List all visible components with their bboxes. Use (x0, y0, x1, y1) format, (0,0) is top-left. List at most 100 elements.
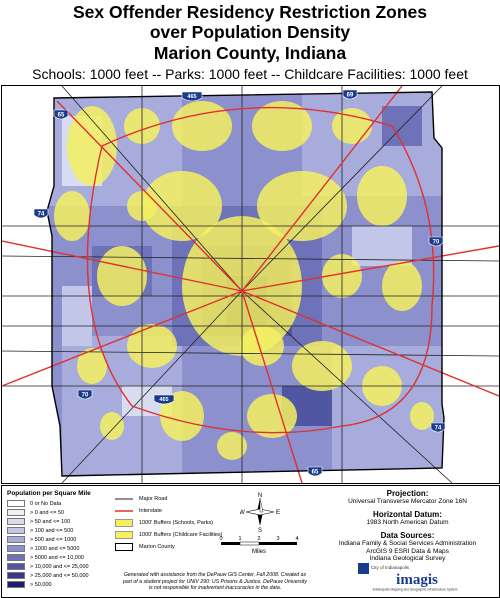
legend-buffer-schools: 1000' Buffers (Schools, Parks) (115, 518, 213, 528)
i65-north-shield: 65 (53, 109, 69, 120)
i74-southeast-shield: 74 (430, 422, 446, 433)
density-label: > 100 and <= 500 (30, 527, 74, 534)
legend-label: 1000' Buffers (Childcare Facilities) (139, 532, 223, 538)
density-swatch (7, 581, 25, 588)
legend-label: 1000' Buffers (Schools, Parks) (139, 520, 214, 526)
density-swatch (7, 572, 25, 579)
datum-block: Horizontal Datum: 1983 North American Da… (320, 510, 495, 527)
density-label: > 500 and <= 1000 (30, 536, 77, 543)
major-roads (2, 86, 499, 483)
i65-south-shield: 65 (307, 466, 323, 477)
legend-buffer-childcare: 1000' Buffers (Childcare Facilities) (115, 530, 222, 540)
density-label: > 10,000 and <= 25,000 (30, 563, 89, 570)
scale-tick-3: 3 (276, 536, 279, 542)
svg-text:74: 74 (38, 212, 45, 218)
density-swatch (7, 518, 25, 525)
density-label: > 25,000 and <= 50,000 (30, 572, 89, 579)
density-class-2: > 50 and <= 100 (7, 517, 70, 526)
compass-rose-icon: N S W E (240, 493, 280, 532)
legend-county: Marion County (115, 542, 175, 552)
credit-line-3: is not responsible for inadvertant inacc… (148, 585, 282, 591)
density-class-4: > 500 and <= 1000 (7, 535, 76, 544)
svg-text:74: 74 (435, 426, 442, 432)
density-swatch (7, 536, 25, 543)
i74-west-shield: 74 (33, 208, 49, 219)
interstates (2, 86, 499, 483)
compass-n: N (258, 493, 262, 499)
legend-major-road: Major Road (115, 494, 167, 504)
credit-note: Generated with assistance from the DePau… (110, 572, 320, 592)
svg-text:465: 465 (187, 94, 196, 100)
svg-text:70: 70 (82, 393, 89, 399)
scale-tick-1: 1 (238, 536, 241, 542)
datum-heading: Horizontal Datum: (373, 510, 442, 519)
compass-e: E (276, 510, 280, 516)
imagis-logo: City of Indianapolis imagis Indianapolis… (358, 563, 458, 592)
map-subtitle: Schools: 1000 feet -- Parks: 1000 feet -… (32, 66, 468, 82)
density-class-8: > 25,000 and <= 50,000 (7, 571, 89, 580)
legend-label: Marion County (139, 544, 175, 550)
density-class-3: > 100 and <= 500 (7, 526, 73, 535)
source-item: Indiana Geological Survey (369, 555, 446, 562)
density-class-7: > 10,000 and <= 25,000 (7, 562, 89, 571)
map-panel: 465 69 65 74 70 70 465 74 (1, 85, 500, 484)
svg-text:465: 465 (159, 397, 168, 403)
density-swatch (7, 554, 25, 561)
buffer-schools-symbol (115, 519, 133, 527)
density-swatch (7, 527, 25, 534)
datum-value: 1983 North American Datum (366, 519, 449, 526)
density-label: > 50 and <= 100 (30, 518, 71, 525)
legend-interstate: Interstate (115, 506, 162, 516)
logo-tagline: Indianapolis Mapping and Geographic Infr… (373, 588, 458, 592)
density-class-1: > 0 and <= 50 (7, 508, 64, 517)
density-swatch (7, 500, 25, 507)
buffer-childcare-symbol (115, 531, 133, 539)
compass-s: S (258, 528, 262, 532)
logo-brand: imagis (396, 572, 438, 588)
density-class-6: > 5000 and <= 10,000 (7, 553, 84, 562)
projection-heading: Projection: (386, 489, 429, 498)
sources-block: Data Sources: Indiana Family & Social Se… (320, 531, 495, 563)
density-label: 0 or No Data (30, 500, 62, 507)
map-title-line-2: over Population Density (149, 22, 351, 42)
county-symbol (115, 543, 133, 551)
i465-top-shield: 465 (181, 91, 203, 102)
credit-line-1: Generated with assistance from the DePau… (123, 572, 307, 578)
scale-tick-2: 2 (257, 536, 260, 542)
sources-heading: Data Sources: (380, 531, 435, 540)
density-swatch (7, 563, 25, 570)
i70-east-shield: 70 (428, 236, 444, 247)
scale-bar: 0 1 2 3 4 Miles (219, 536, 298, 555)
density-class-0: 0 or No Data (7, 499, 61, 508)
svg-text:65: 65 (58, 113, 65, 119)
density-class-9: > 50,000 (7, 580, 52, 589)
density-label: > 1000 and <= 5000 (30, 545, 80, 552)
interstate-symbol (115, 510, 133, 512)
density-label: > 5000 and <= 10,000 (30, 554, 84, 561)
i70-west-shield: 70 (77, 389, 93, 400)
scale-unit: Miles (252, 549, 266, 555)
source-item: Indiana Family & Social Services Adminis… (338, 540, 477, 547)
legend-label: Major Road (139, 496, 168, 502)
density-label: > 0 and <= 50 (30, 509, 65, 516)
credit-line-2: part of a student project for UNIV 290: … (123, 578, 307, 585)
density-swatch (7, 545, 25, 552)
density-swatch (7, 509, 25, 516)
density-class-5: > 1000 and <= 5000 (7, 544, 79, 553)
svg-text:65: 65 (312, 470, 319, 476)
map-canvas: 465 69 65 74 70 70 465 74 (2, 86, 499, 483)
density-legend-title: Population per Square Mile (7, 490, 91, 497)
logo-small-text: City of Indianapolis (371, 565, 410, 570)
compass-w: W (240, 510, 245, 516)
i69-shield: 69 (342, 89, 358, 100)
svg-text:70: 70 (433, 240, 440, 246)
scale-tick-4: 4 (295, 536, 298, 542)
i465-bottom-shield: 465 (153, 394, 175, 405)
scale-tick-0: 0 (219, 536, 222, 542)
legend-label: Interstate (139, 508, 162, 514)
source-item: ArcGIS 9 ESRI Data & Maps (366, 547, 449, 555)
map-title-line-3: Marion County, Indiana (153, 43, 347, 63)
major-road-symbol (115, 498, 133, 500)
projection-value: Universal Transverse Mercator Zone 16N (348, 498, 467, 505)
svg-text:69: 69 (347, 93, 354, 99)
